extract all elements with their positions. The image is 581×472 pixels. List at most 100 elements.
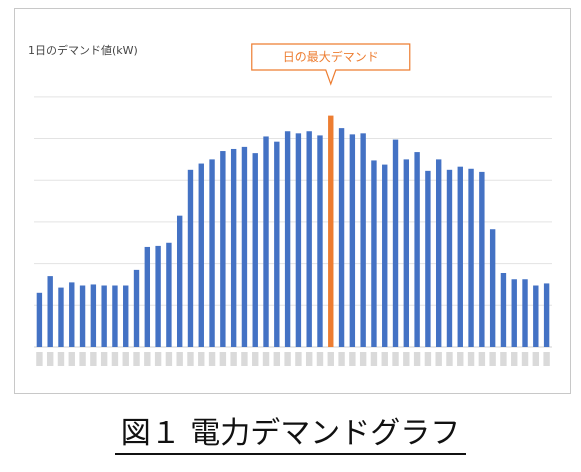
figure-caption: 図１ 電力デマンドグラフ (0, 408, 581, 455)
demand-chart: 日の最大デマンド (34, 43, 552, 366)
bar (241, 146, 248, 347)
bar (263, 136, 269, 347)
bar (414, 152, 420, 347)
tick-label (36, 352, 43, 366)
bar (349, 134, 356, 347)
tick-label (543, 352, 550, 366)
bar (144, 246, 151, 347)
tick-label (413, 352, 421, 366)
tick-label (90, 352, 97, 366)
tick-label (100, 352, 108, 366)
bar (101, 285, 107, 347)
tick-label (230, 352, 237, 366)
chart-title: 1日のデマンド値(kW) (28, 44, 138, 57)
bar (47, 276, 53, 347)
bar (79, 285, 86, 347)
tick-label (489, 352, 496, 366)
bar-max-demand (328, 115, 334, 347)
bar (155, 245, 161, 347)
bar (371, 160, 377, 347)
bar (209, 159, 215, 347)
tick-label (457, 352, 464, 366)
bar (403, 159, 410, 347)
tick-label (424, 352, 432, 366)
tick-label (392, 352, 399, 366)
bar (166, 242, 172, 347)
bar (338, 128, 345, 347)
tick-label (500, 352, 507, 366)
bar (543, 283, 550, 347)
tick-label (359, 352, 367, 366)
bar (274, 141, 280, 347)
tick-label (198, 352, 205, 366)
tick-label (262, 352, 270, 366)
bar (511, 279, 517, 347)
tick-label (111, 352, 119, 366)
bar (133, 269, 140, 347)
bar (295, 133, 302, 347)
bar (360, 133, 366, 347)
tick-label (176, 352, 183, 366)
max-demand-callout: 日の最大デマンド (251, 43, 411, 86)
bar (112, 285, 118, 347)
bar (522, 279, 528, 347)
bar (306, 131, 312, 347)
tick-label (79, 352, 86, 366)
bar (468, 168, 474, 347)
tick-label (154, 352, 162, 366)
tick-label (122, 352, 129, 366)
tick-label (381, 352, 388, 366)
tick-label (252, 352, 259, 366)
bar (489, 229, 496, 347)
tick-label (316, 352, 324, 366)
bar (198, 163, 204, 347)
tick-label (208, 352, 216, 366)
tick-label (144, 352, 151, 366)
tick-label (338, 352, 345, 366)
caption-text: 図１ 電力デマンドグラフ (114, 416, 467, 455)
tick-label (532, 352, 540, 366)
bar (500, 273, 507, 347)
bar (392, 139, 399, 347)
tick-label (295, 352, 302, 366)
tick-label (370, 352, 378, 366)
bar (123, 285, 129, 347)
bar (533, 285, 539, 347)
callout-label: 日の最大デマンド (283, 49, 379, 64)
bar (187, 169, 194, 347)
tick-label (46, 352, 54, 366)
tick-label (511, 352, 518, 366)
tick-label (327, 352, 334, 366)
bar (446, 169, 453, 347)
tick-label (305, 352, 313, 366)
tick-label (241, 352, 248, 366)
bar (69, 282, 75, 347)
tick-label (219, 352, 227, 366)
tick-label (435, 352, 442, 366)
bar (252, 153, 258, 347)
bar (479, 171, 485, 347)
bar (220, 151, 226, 347)
bar (230, 148, 237, 347)
tick-label (446, 352, 453, 366)
bar (317, 135, 323, 347)
bar (90, 284, 97, 347)
bar (176, 215, 183, 347)
tick-label (57, 352, 65, 366)
tick-label (273, 352, 281, 366)
tick-label (403, 352, 410, 366)
tick-label (165, 352, 173, 366)
bar (36, 292, 43, 347)
bar (382, 164, 388, 347)
bar (58, 287, 64, 347)
tick-label (349, 352, 356, 366)
tick-label (187, 352, 194, 366)
tick-label (68, 352, 75, 366)
tick-label (478, 352, 486, 366)
tick-label (133, 352, 140, 366)
tick-label (521, 352, 529, 366)
tick-label (284, 352, 291, 366)
bar (284, 131, 291, 347)
callout-box (251, 43, 411, 86)
bar (425, 170, 431, 347)
